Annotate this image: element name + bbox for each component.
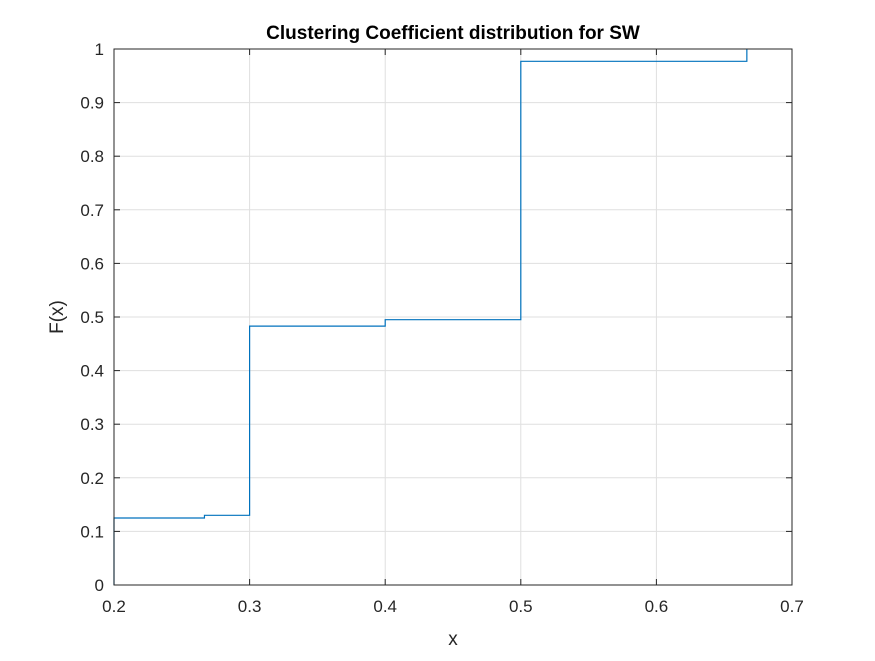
x-tick-label: 0.6 [645,597,669,616]
x-tick-label: 0.3 [238,597,262,616]
ticks [113,48,793,586]
x-tick-label: 0.2 [102,597,126,616]
series-layer [113,49,748,585]
chart-title: Clustering Coefficient distribution for … [266,23,640,44]
x-tick-labels: 0.2 0.3 0.4 0.5 0.6 0.7 [102,597,804,616]
x-tick-label: 0.7 [780,597,804,616]
y-tick-label: 0.5 [80,308,104,327]
y-tick-label: 0.1 [80,522,104,541]
y-tick-label: 0.4 [80,362,104,381]
x-tick-label: 0.5 [509,597,533,616]
y-tick-label: 0.7 [80,201,104,220]
x-axis-label: x [448,629,458,650]
y-tick-label: 0.3 [80,415,104,434]
series-line [113,49,748,585]
y-tick-label: 0.9 [80,94,104,113]
y-tick-label: 0.2 [80,469,104,488]
y-tick-label: 0.8 [80,147,104,166]
y-axis-label: F(x) [47,300,68,334]
y-tick-label: 0.6 [80,254,104,273]
y-tick-label: 0 [95,576,104,595]
x-tick-label: 0.4 [373,597,397,616]
y-tick-labels: 0 0.1 0.2 0.3 0.4 0.5 0.6 0.7 0.8 0.9 1 [80,40,104,595]
y-tick-label: 1 [95,40,104,59]
